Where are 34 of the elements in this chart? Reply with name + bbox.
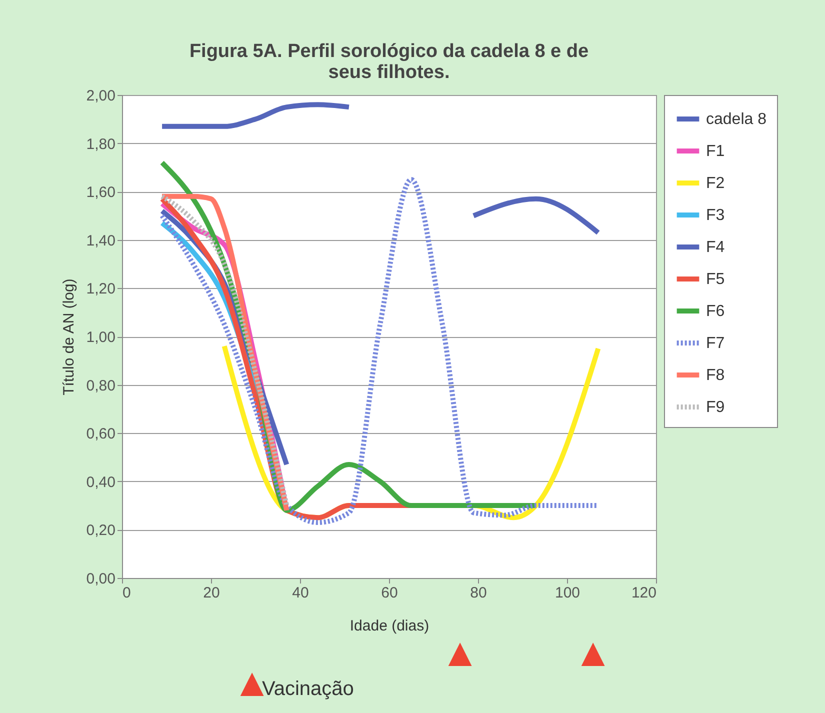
y-axis-title: Título de AN (log): [60, 278, 78, 396]
x-tick-label: 80: [470, 584, 487, 602]
y-tick-label: 0,60: [86, 426, 116, 443]
y-tick-label: 0,20: [86, 522, 116, 540]
chart-title: Figura 5A. Perfil sorológico da cadela 8 e de seus filhotes.: [189, 41, 589, 83]
y-tick-label: 0,00: [86, 570, 116, 588]
y-tick-label: 0,80: [86, 377, 116, 394]
text: ▲: [440, 631, 480, 675]
legend-label: F9: [706, 399, 725, 416]
legend-label: F6: [706, 303, 725, 320]
legend-label: F8: [706, 367, 725, 384]
y-tick-label: 1,40: [86, 232, 116, 250]
y-tick-label: 0,40: [86, 474, 116, 491]
x-tick-label: 120: [631, 584, 656, 602]
legend-label: F3: [706, 207, 725, 224]
y-tick-label: 1,60: [86, 184, 116, 202]
legend-label: cadela 8: [706, 111, 767, 128]
x-tick-label: 20: [203, 584, 220, 602]
x-tick-label: 0: [122, 584, 131, 602]
y-tick-label: 1,80: [86, 136, 116, 153]
y-tick-label: 1,00: [86, 329, 116, 346]
x-tick-label: 40: [292, 584, 309, 602]
y-tick-label: 1,20: [86, 280, 116, 298]
text: Vacinação: [262, 678, 354, 700]
y-tick-label: 2,00: [86, 88, 116, 104]
legend-label: F4: [706, 239, 725, 256]
x-tick-label: 100: [554, 584, 580, 602]
legend-label: F2: [706, 175, 725, 192]
x-tick-label: 60: [381, 584, 398, 602]
x-axis-title: Idade (dias): [350, 618, 430, 634]
legend-label: F1: [706, 143, 725, 160]
legend-label: F5: [706, 271, 725, 288]
text: ▲: [573, 631, 613, 675]
legend-label: F7: [706, 335, 725, 352]
